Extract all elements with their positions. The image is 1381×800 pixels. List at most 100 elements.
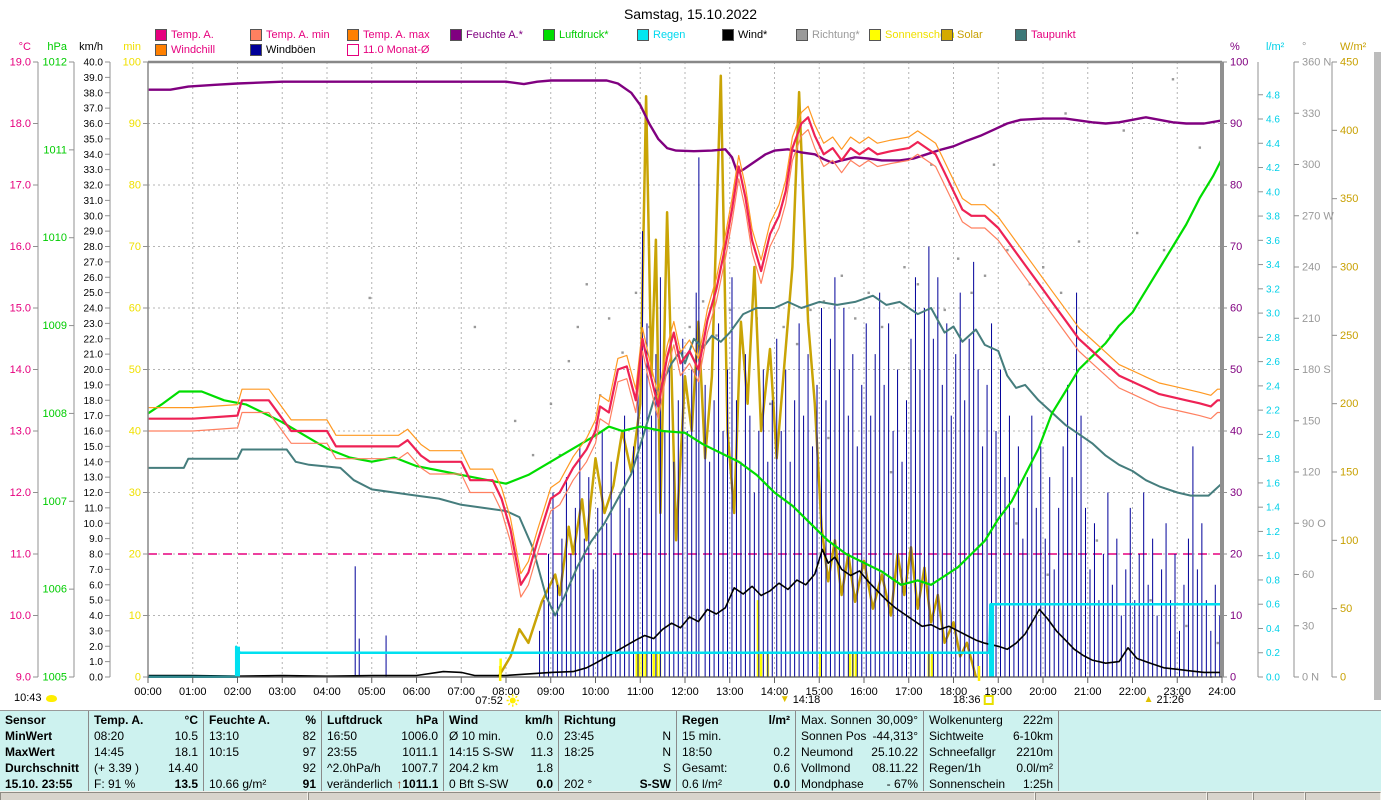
legend-item-temp-a-: Temp. A. xyxy=(155,29,214,41)
x-tick-label: 10:00 xyxy=(582,686,610,698)
axis-label: 0.0 xyxy=(1266,673,1280,684)
axis-unit-sun: min xyxy=(123,41,141,53)
legend-item-sonnenschein: Sonnenschein xyxy=(869,29,955,41)
axis-label: 10 xyxy=(129,610,141,622)
axis-label: 37.0 xyxy=(84,104,104,115)
axis-label: 13.0 xyxy=(84,473,104,484)
axis-label: 24.0 xyxy=(84,304,104,315)
axis-label: 1.0 xyxy=(1266,551,1280,562)
axis-label: 70 xyxy=(129,241,141,253)
axis-label: 1.8 xyxy=(1266,454,1280,465)
x-tick-label: 12:00 xyxy=(671,686,699,698)
axis-label: 0 xyxy=(135,672,141,684)
legend-label: Sonnenschein xyxy=(885,29,955,41)
cell-label: Neumond xyxy=(801,745,854,759)
time-mark-14-18: ▼ 14:18 xyxy=(780,694,820,706)
row-label: Durchschnitt xyxy=(5,761,80,775)
axis-label: 16.0 xyxy=(10,241,31,253)
table-column-wind: Wind km/h Ø 10 min. 0.0 14:15 S-SW 11.3 204.2 … xyxy=(443,711,558,792)
axis-label: 18.0 xyxy=(10,118,31,130)
cell-label: 204.2 km xyxy=(449,761,499,775)
legend-item-temp-a-min: Temp. A. min xyxy=(250,29,330,41)
legend-label: Windchill xyxy=(171,44,216,56)
axis-label: 50 xyxy=(129,364,141,376)
legend-label: Temp. A. max xyxy=(363,29,430,41)
axis-label: 150 xyxy=(1340,467,1358,479)
cell-value: 0.0l/m² xyxy=(1016,761,1053,775)
axis-label: 19.0 xyxy=(10,57,31,69)
status-segment xyxy=(1253,792,1305,800)
axis-label: 1008 xyxy=(43,408,67,420)
axis-unit-rain: l/m² xyxy=(1266,41,1285,53)
axis-label: 3.0 xyxy=(89,626,103,637)
x-tick-label: 22:00 xyxy=(1119,686,1147,698)
axis-label: 7.0 xyxy=(89,565,103,576)
weather-chart[interactable]: 19.0 18.0 17.0 16.0 15.0 14.0 13.0 12.0 11.0 10.0… xyxy=(0,0,1381,710)
cell-value: 0.0 xyxy=(536,777,553,791)
moonset-time-mark: 10:43 xyxy=(14,692,57,704)
x-tick-label: 03:00 xyxy=(268,686,296,698)
axis-label: 15.0 xyxy=(10,303,31,315)
cell-label: Gesamt: xyxy=(682,761,728,775)
x-tick-label: 09:00 xyxy=(537,686,565,698)
axis-label: 17.0 xyxy=(10,180,31,192)
axis-label: 100 xyxy=(1340,535,1358,547)
cell-value: 18.1 xyxy=(174,745,198,759)
axis-label: 0 N xyxy=(1302,672,1319,684)
x-tick-label: 13:00 xyxy=(716,686,744,698)
cell-label: 202 ° xyxy=(564,777,593,791)
cell-value: 08.11.22 xyxy=(872,761,918,775)
axis-label: 4.0 xyxy=(89,611,103,622)
cell-value: 1011.1 xyxy=(402,745,438,759)
axis-label: 80 xyxy=(1230,180,1242,192)
axis-label: 1.6 xyxy=(1266,478,1280,489)
axis-label: 90 xyxy=(1230,118,1242,130)
axis-label: 4.8 xyxy=(1266,90,1280,101)
axis-label: 210 xyxy=(1302,313,1320,325)
cell-value: 11.3 xyxy=(530,745,553,759)
axis-label: 1012 xyxy=(43,57,67,69)
legend-swatch xyxy=(450,29,462,41)
legend-item-temp-a-max: Temp. A. max xyxy=(347,29,430,41)
cell-label: 14:45 xyxy=(94,745,125,759)
legend-item-regen: Regen xyxy=(637,29,685,41)
axis-label: 29.0 xyxy=(84,227,104,238)
series-temp-a-min xyxy=(148,129,1222,598)
moon-icon xyxy=(45,694,57,702)
axis-label: 50 xyxy=(1230,364,1242,376)
arrow-up-icon: ▲ xyxy=(1143,694,1154,705)
axis-unit-pressure: hPa xyxy=(47,41,67,53)
time-mark-18-36: 18:36 xyxy=(953,694,994,706)
axis-label: 9.0 xyxy=(16,672,31,684)
legend-label: Temp. A. min xyxy=(266,29,330,41)
row-label: Sensor xyxy=(5,713,46,727)
axis-solar: 450 400 350 300 250 200 150 100 50 0 W/m² xyxy=(1331,41,1367,684)
status-segment xyxy=(308,792,1035,800)
axis-label: 5.0 xyxy=(89,596,103,607)
x-tick-label: 05:00 xyxy=(358,686,386,698)
cell-value: 30,009° xyxy=(876,713,918,727)
axis-label: 40 xyxy=(129,426,141,438)
axis-label: 40.0 xyxy=(84,58,104,69)
axis-label: 11.0 xyxy=(84,503,103,514)
status-segment xyxy=(1035,792,1207,800)
moonset-time-label: 10:43 xyxy=(14,692,42,704)
axis-label: 16.0 xyxy=(84,427,104,438)
cell-label: Regen xyxy=(682,713,719,727)
legend-swatch xyxy=(869,29,881,41)
axis-label: 4.0 xyxy=(1266,187,1280,198)
cell-label: 18:50 xyxy=(682,745,713,759)
axis-label: 27.0 xyxy=(84,257,104,268)
axis-label: 0.6 xyxy=(1266,600,1280,611)
sun-icon xyxy=(506,694,519,707)
row-label: MinWert xyxy=(5,729,53,743)
page-title: Samstag, 15.10.2022 xyxy=(623,6,758,22)
legend-swatch xyxy=(796,29,808,41)
cell-label: Sichtweite xyxy=(929,729,984,743)
square-icon xyxy=(983,695,994,705)
legend-swatch xyxy=(1015,29,1027,41)
summary-table: Sensor MinWert MaxWert Durchschnitt 15.10. 2… xyxy=(0,710,1381,792)
legend-swatch xyxy=(722,29,734,41)
series-feuchte-a- xyxy=(148,79,1222,174)
